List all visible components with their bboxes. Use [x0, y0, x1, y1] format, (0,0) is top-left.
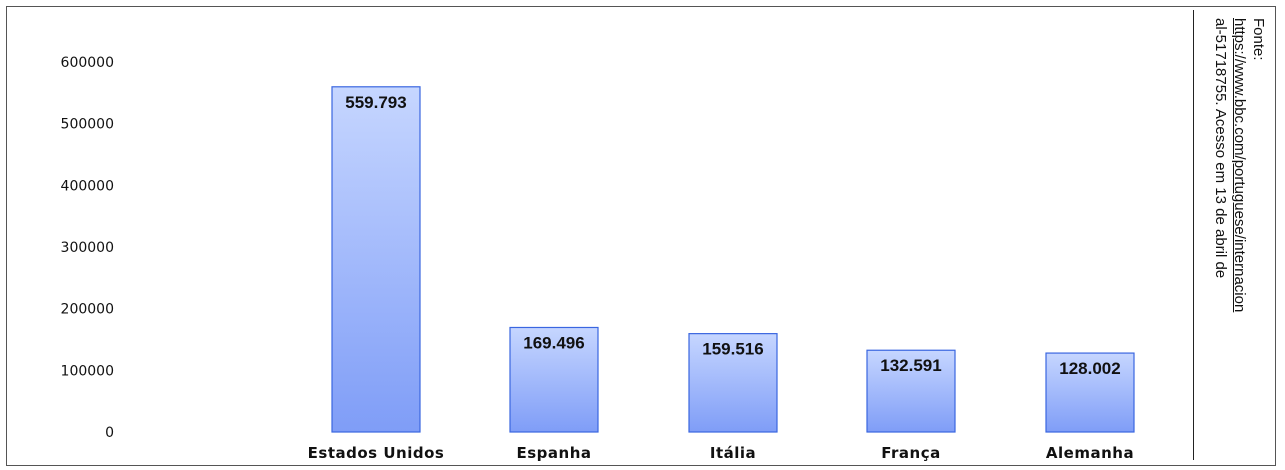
x-category-label: Itália: [710, 444, 756, 462]
x-category-label: Espanha: [516, 444, 591, 462]
x-category-label: Estados Unidos: [308, 444, 445, 462]
y-tick-label: 100000: [61, 363, 114, 379]
y-tick-label: 200000: [61, 302, 114, 318]
y-tick-label: 0: [105, 425, 114, 441]
bar: [866, 349, 956, 433]
bar: [331, 86, 421, 433]
source-note: Fonte: https://www.bbc.com/portuguese/in…: [1193, 10, 1273, 460]
bar: [509, 326, 599, 433]
bar-chart: 0 100000 200000 300000 400000 500000 600000 55…: [61, 55, 1135, 462]
y-tick-label: 300000: [61, 240, 114, 256]
source-text: Fonte: https://www.bbc.com/portuguese/in…: [1194, 10, 1274, 460]
data-label: 559.793: [345, 93, 406, 112]
source-link[interactable]: https://www.bbc.com/portuguese/internaci…: [1231, 18, 1248, 313]
data-label: 128.002: [1059, 359, 1120, 378]
data-label: 159.516: [702, 340, 763, 359]
x-axis: Estados Unidos Espanha Itália França Alemanh…: [308, 444, 1134, 462]
data-label: 169.496: [523, 333, 584, 352]
y-tick-label: 600000: [61, 55, 114, 71]
source-access-date: al-51718755. Acesso em 13 de abril de: [1212, 18, 1229, 279]
data-label: 132.591: [880, 356, 941, 375]
y-tick-label: 500000: [61, 117, 114, 133]
x-category-label: França: [881, 444, 941, 462]
x-category-label: Alemanha: [1046, 444, 1134, 462]
bar: [688, 333, 778, 433]
y-axis: 0 100000 200000 300000 400000 500000 600000: [61, 55, 114, 441]
bars: 559.793 169.496 159.516 132.591 128.002: [331, 86, 1135, 433]
source-heading: Fonte:: [1250, 18, 1267, 61]
chart-frame: 0 100000 200000 300000 400000 500000 600000 55…: [6, 6, 1276, 466]
bar: [1045, 352, 1135, 433]
y-tick-label: 400000: [61, 178, 114, 194]
